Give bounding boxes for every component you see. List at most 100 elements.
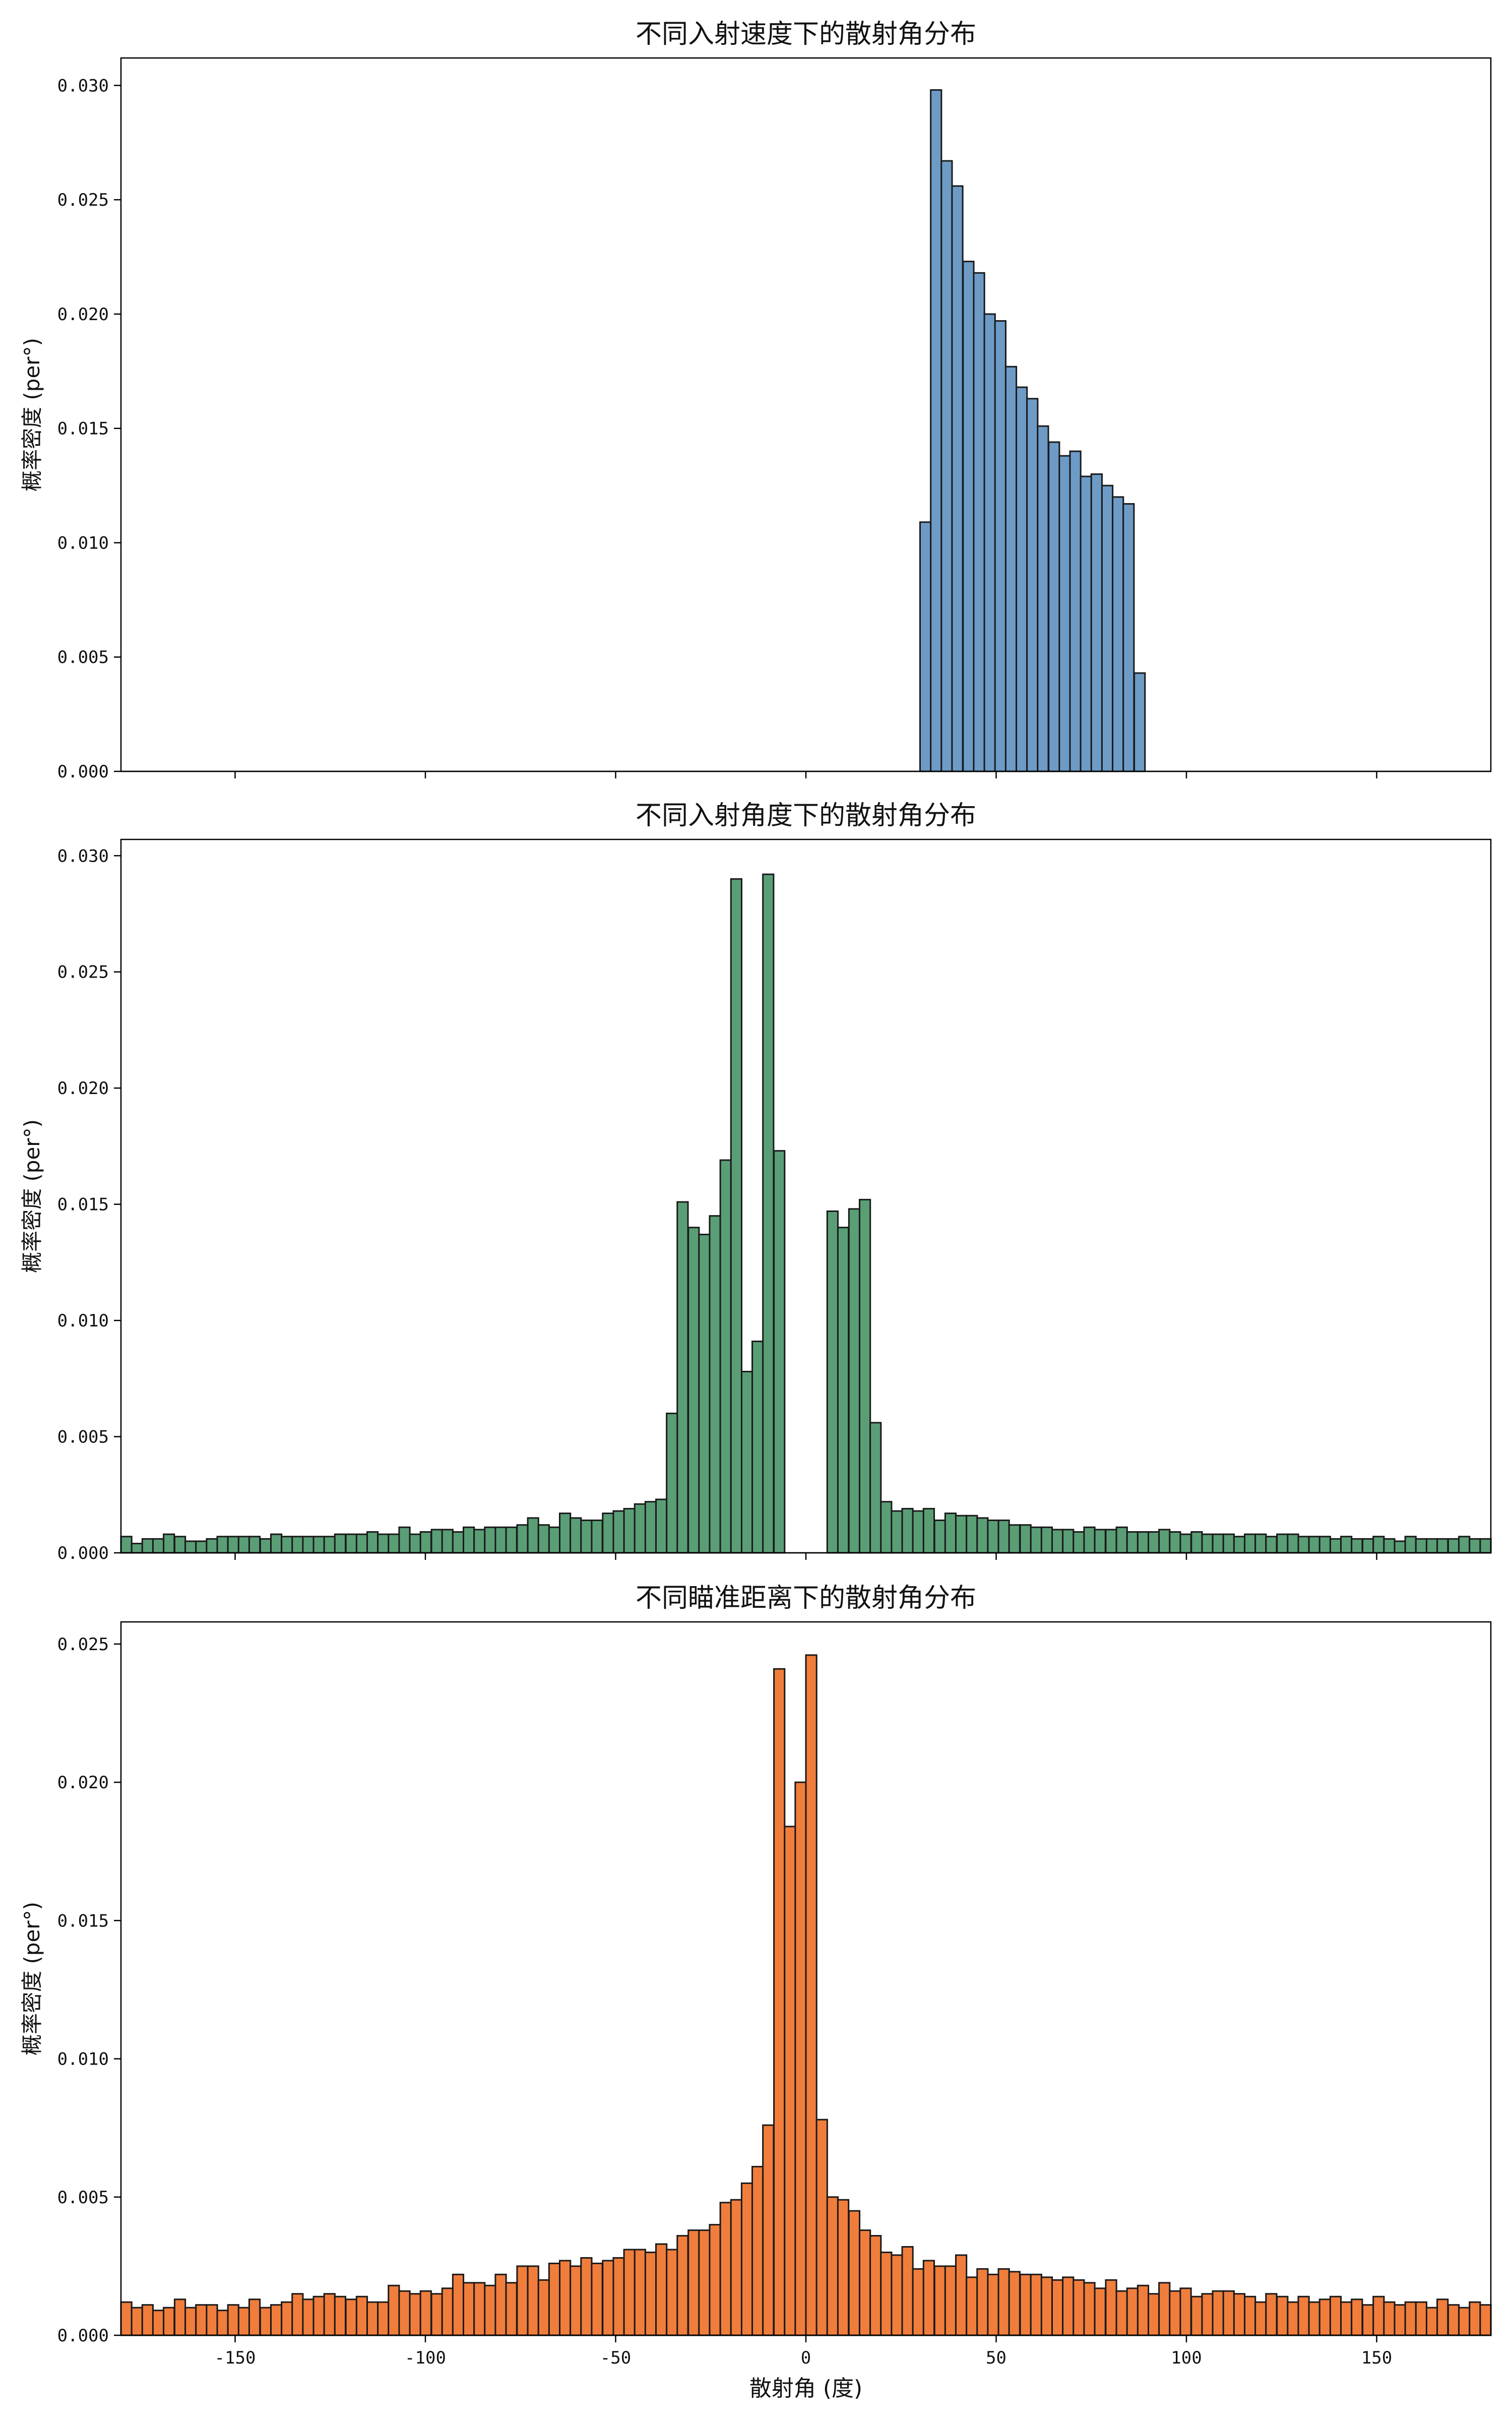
histogram-bar	[891, 2254, 903, 2336]
histogram-bar	[751, 2165, 764, 2336]
histogram-bar	[494, 1526, 507, 1554]
histogram-bar	[1254, 1533, 1267, 1554]
histogram-bar	[730, 878, 742, 1554]
histogram-bar	[1112, 496, 1124, 772]
histogram-bar	[880, 2251, 893, 2336]
histogram-bar	[1222, 2290, 1235, 2336]
histogram-bar	[1073, 1531, 1085, 1554]
histogram-bar	[1469, 2301, 1481, 2336]
plot-frame	[120, 57, 1492, 772]
histogram-bar	[773, 1150, 786, 1554]
histogram-bar	[281, 2301, 293, 2336]
histogram-bar	[1148, 2293, 1160, 2336]
chart-title: 不同瞄准距离下的散射角分布	[636, 1583, 976, 1613]
histogram-bar	[1008, 1524, 1021, 1554]
histogram-bar	[1447, 1538, 1460, 1554]
histogram-bar	[1244, 2295, 1256, 2336]
histogram-bar	[762, 873, 775, 1554]
histogram-bar	[1083, 1526, 1096, 1554]
histogram-bar	[537, 2279, 550, 2336]
y-tick-label: 0.025	[57, 1635, 109, 1655]
histogram-bar	[141, 2304, 154, 2336]
histogram-bar	[537, 1524, 550, 1554]
histogram-bar	[698, 2229, 711, 2336]
histogram-bar	[259, 1538, 272, 1554]
histogram-bar	[1094, 1529, 1106, 1554]
histogram-bar	[655, 1498, 668, 1554]
histogram-bar	[388, 2284, 400, 2336]
histogram-bar	[1040, 1526, 1053, 1554]
histogram-bar	[1233, 2293, 1246, 2336]
histogram-bar	[1137, 1531, 1150, 1554]
histogram-bar	[719, 2202, 732, 2336]
y-axis-label: 概率密度 (per°)	[20, 1902, 44, 2055]
histogram-bar	[1105, 1529, 1117, 1554]
histogram-bar	[248, 2298, 261, 2336]
histogram-bar	[1148, 1531, 1160, 1554]
histogram-bar	[612, 2257, 625, 2336]
histogram-bar	[1254, 2301, 1267, 2336]
histogram-bar	[698, 1234, 711, 1554]
y-tick-label: 0.015	[57, 419, 109, 439]
histogram-bar	[602, 1512, 614, 1554]
histogram-bar	[184, 2307, 197, 2336]
histogram-bar	[1062, 2276, 1075, 2336]
histogram-bar	[1201, 1533, 1214, 1554]
histogram-bar	[580, 2257, 593, 2336]
histogram-bar	[1340, 2301, 1353, 2336]
histogram-bar	[869, 2235, 882, 2336]
histogram-bar	[1105, 2279, 1117, 2336]
histogram-bar	[1362, 2304, 1374, 2336]
histogram-bar	[1212, 1533, 1224, 1554]
y-tick-label: 0.030	[57, 76, 109, 96]
histogram-bar	[912, 1510, 924, 1554]
histogram-bar	[270, 1533, 283, 1554]
chart-panel-1: 不同入射速度下的散射角分布 0.000 0.005 0.010 0.015 0.020 0.…	[20, 19, 1492, 782]
x-tick-label: 50	[986, 2348, 1006, 2368]
histogram-bar	[784, 1826, 796, 2336]
histogram-bar	[206, 2304, 218, 2336]
histogram-bar	[1479, 2304, 1492, 2336]
histogram-bar	[983, 313, 996, 772]
histogram-bar	[409, 2293, 421, 2336]
histogram-bar	[1351, 2298, 1363, 2336]
histogram-bar	[1115, 1526, 1128, 1554]
x-tick-label: 100	[1171, 2348, 1202, 2368]
histogram-bar	[1362, 1538, 1374, 1554]
histogram-bar	[623, 1507, 636, 1554]
histogram-bar	[1372, 2295, 1385, 2336]
histogram-bar	[120, 1536, 133, 1554]
histogram-bar	[666, 1412, 678, 1554]
histogram-bar	[484, 2284, 496, 2336]
histogram-bar	[1383, 2301, 1396, 2336]
histogram-bar	[1179, 2287, 1192, 2336]
histogram-bar	[805, 1654, 817, 2336]
histogram-bar	[1394, 2304, 1406, 2336]
histogram-bar	[184, 1540, 197, 1554]
chart-panel-3: 不同瞄准距离下的散射角分布 0.000 0.005 0.010 0.015 0.020 0.…	[20, 1583, 1492, 2401]
histogram-bar	[452, 2273, 465, 2336]
histogram-bar	[120, 2301, 133, 2336]
histogram-bar	[644, 2251, 657, 2336]
histogram-bar	[1458, 2307, 1471, 2336]
y-tick-label: 0.030	[57, 846, 109, 866]
y-tick-label: 0.025	[57, 190, 109, 210]
histogram-bar	[1062, 1529, 1075, 1554]
histogram-bar	[237, 1536, 250, 1554]
x-tick-label: -150	[215, 2348, 256, 2368]
histogram-bar	[591, 1519, 603, 1554]
y-axis-label: 概率密度 (per°)	[20, 1119, 44, 1273]
histogram-bar	[1436, 1538, 1449, 1554]
histogram-bar	[962, 261, 975, 772]
histogram-bar	[933, 2265, 946, 2336]
histogram-bar	[1340, 1536, 1353, 1554]
histogram-bar	[837, 2199, 850, 2336]
histogram-bar	[1436, 2298, 1449, 2336]
histogram-bar	[377, 1533, 390, 1554]
histogram-bar	[994, 320, 1006, 772]
histogram-bar	[1212, 2290, 1224, 2336]
histogram-bar	[227, 2304, 239, 2336]
histogram-bar	[173, 1536, 186, 1554]
histogram-bar	[312, 1536, 325, 1554]
histogram-bar	[1058, 455, 1071, 772]
